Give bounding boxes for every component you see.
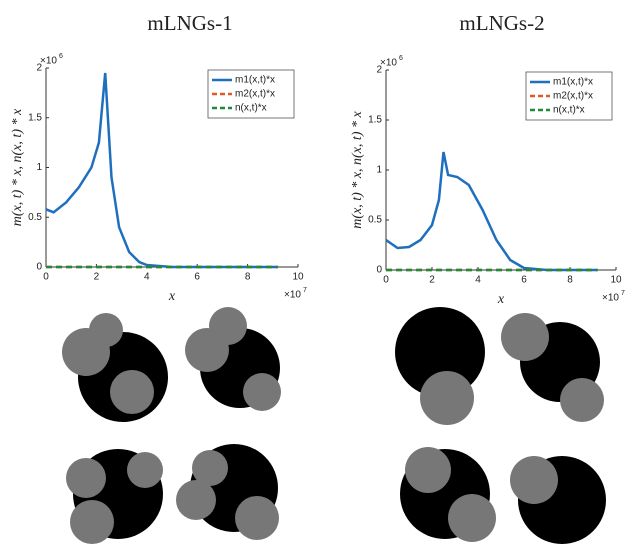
y-tick-label: 1 xyxy=(36,162,42,173)
x-exponent-power: 7 xyxy=(621,290,625,297)
x-tick-label: 6 xyxy=(521,275,527,286)
y-axis-label: m(x, t) * x, n(x, t) * x xyxy=(350,111,365,229)
y-tick-label: 2 xyxy=(376,65,382,76)
y-tick-label: 1.5 xyxy=(368,115,382,126)
series-line xyxy=(45,72,278,269)
x-tick-label: 8 xyxy=(567,275,573,286)
series-line xyxy=(385,151,598,272)
y-tick-label: 0 xyxy=(36,262,42,273)
x-exponent-base: ×10 xyxy=(284,290,301,301)
x-tick-label: 0 xyxy=(43,272,49,283)
chart-title: mLNGs-2 xyxy=(459,11,544,35)
x-tick-label: 2 xyxy=(429,275,435,286)
legend-label: n(x,t)*x xyxy=(235,103,267,114)
x-tick-label: 8 xyxy=(245,272,251,283)
x-tick-label: 0 xyxy=(383,275,389,286)
legend-label: n(x,t)*x xyxy=(553,105,585,116)
x-axis-label: x xyxy=(497,292,505,307)
y-exponent-power: 6 xyxy=(59,53,63,60)
y-axis-label: m(x, t) * x, n(x, t) * x xyxy=(10,108,25,226)
y-tick-label: 1.5 xyxy=(28,112,42,123)
x-tick-label: 6 xyxy=(194,272,200,283)
x-tick-label: 10 xyxy=(610,275,622,286)
x-tick-label: 4 xyxy=(144,272,150,283)
particles-2 xyxy=(395,307,606,544)
x-tick-label: 2 xyxy=(94,272,100,283)
particles-1 xyxy=(62,307,281,544)
y-tick-label: 0.5 xyxy=(368,215,382,226)
legend-label: m2(x,t)*x xyxy=(235,89,275,100)
y-exponent-base: ×10 xyxy=(40,56,57,67)
legend-label: m2(x,t)*x xyxy=(553,91,593,102)
y-tick-label: 0 xyxy=(376,265,382,276)
x-exponent-base: ×10 xyxy=(602,293,619,304)
x-tick-label: 4 xyxy=(475,275,481,286)
legend-label: m1(x,t)*x xyxy=(553,77,593,88)
x-tick-label: 10 xyxy=(292,272,304,283)
y-exponent-power: 6 xyxy=(399,55,403,62)
y-tick-label: 2 xyxy=(36,63,42,74)
y-exponent-base: ×10 xyxy=(380,58,397,69)
legend-label: m1(x,t)*x xyxy=(235,75,275,86)
x-exponent-power: 7 xyxy=(303,287,307,294)
y-tick-label: 0.5 xyxy=(28,212,42,223)
chart-title: mLNGs-1 xyxy=(147,11,232,35)
x-axis-label: x xyxy=(168,289,176,304)
y-tick-label: 1 xyxy=(376,165,382,176)
